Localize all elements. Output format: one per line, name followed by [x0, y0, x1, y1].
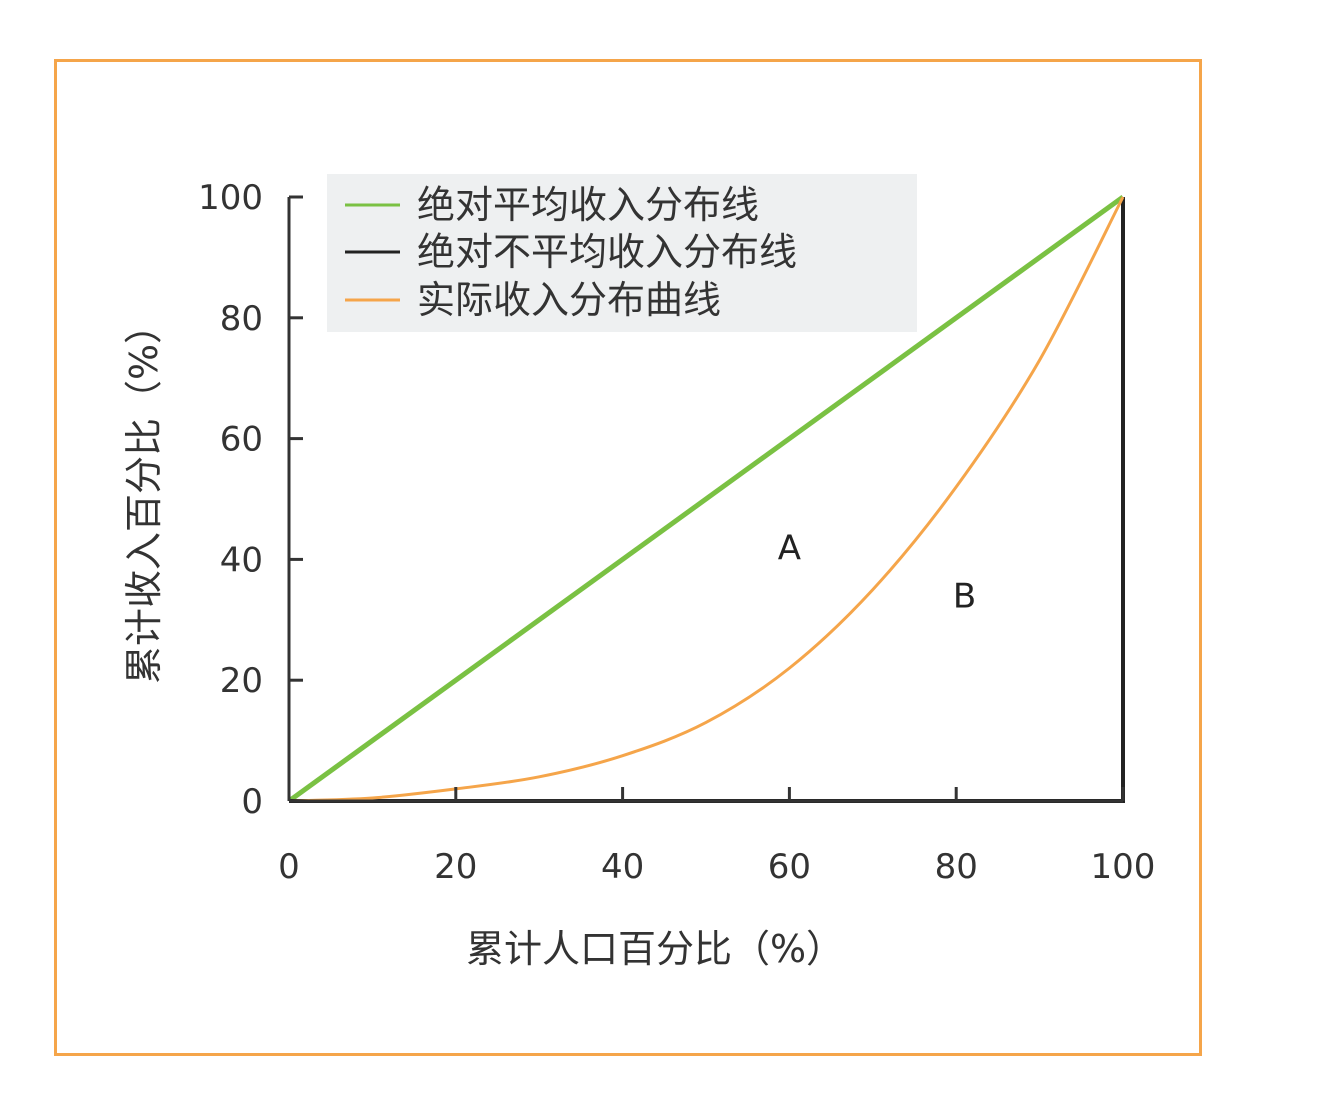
x-tick-label: 20 — [434, 847, 477, 887]
x-tick-label: 80 — [935, 847, 978, 887]
legend-label: 绝对不平均收入分布线 — [417, 230, 797, 274]
x-axis-title: 累计人口百分比（%） — [466, 927, 844, 971]
x-tick-label: 60 — [768, 847, 811, 887]
x-tick-label: 100 — [1091, 847, 1156, 887]
region-label: B — [953, 577, 976, 617]
y-tick-label: 40 — [220, 540, 263, 580]
x-tick-label: 0 — [278, 847, 300, 887]
y-axis-title: 累计收入百分比（%） — [122, 306, 166, 684]
chart-frame — [54, 59, 1202, 1056]
equality-line — [287, 194, 1125, 804]
y-tick-label: 80 — [220, 299, 263, 339]
actual-curve — [288, 196, 1125, 803]
y-tick-label: 60 — [220, 420, 263, 460]
region-label: A — [778, 528, 801, 568]
legend-label: 实际收入分布曲线 — [417, 278, 721, 322]
x-tick-label: 40 — [601, 847, 644, 887]
y-tick-label: 20 — [220, 661, 263, 701]
legend-box — [327, 174, 917, 332]
legend-label: 绝对平均收入分布线 — [417, 183, 759, 227]
y-tick-label: 0 — [241, 782, 263, 822]
y-tick-label: 100 — [198, 178, 263, 218]
